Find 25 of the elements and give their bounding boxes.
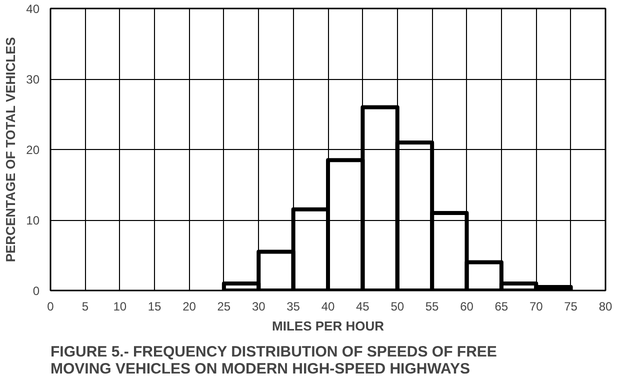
x-tick-label: 0 (47, 300, 54, 314)
x-tick-label: 30 (252, 300, 266, 314)
x-tick-label: 80 (598, 300, 612, 314)
x-tick-label: 5 (82, 300, 89, 314)
y-axis-title: PERCENTAGE OF TOTAL VEHICLES (3, 36, 18, 262)
x-tick-label: 15 (148, 300, 162, 314)
x-tick-label: 20 (182, 300, 196, 314)
x-tick-label: 70 (529, 300, 544, 314)
y-tick-label: 40 (26, 2, 40, 16)
x-tick-label: 55 (425, 300, 440, 314)
y-tick-label: 0 (32, 284, 40, 298)
y-tick-label: 10 (26, 214, 40, 228)
x-tick-label: 35 (286, 300, 300, 314)
x-tick-label: 75 (564, 300, 578, 314)
x-tick-label: 60 (460, 300, 474, 314)
text: FIGURE 5.- FREQUENCY DISTRIBUTION OF SPEEDS OF FREE MOVING VEHICLES ON MODERN HIGH-SPEED HIGHWAYS (50, 344, 497, 378)
y-tick-label: 20 (26, 143, 40, 157)
x-tick-label: 40 (321, 300, 335, 314)
x-tick-label: 10 (113, 300, 127, 314)
x-axis-title: MILES PER HOUR (272, 318, 385, 334)
x-tick-label: 25 (217, 300, 231, 314)
y-tick-label: 30 (26, 72, 40, 86)
x-tick-label: 45 (356, 300, 370, 314)
x-tick-label: 50 (390, 300, 404, 314)
x-tick-label: 65 (494, 300, 508, 314)
